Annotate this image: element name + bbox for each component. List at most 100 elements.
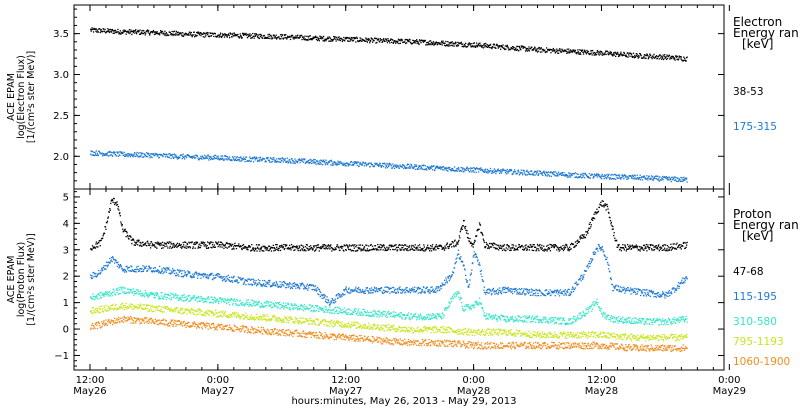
data-point — [205, 156, 207, 158]
data-point — [467, 286, 469, 288]
data-point — [676, 242, 678, 244]
data-point — [465, 167, 468, 169]
data-point — [476, 256, 478, 258]
data-point — [622, 175, 624, 177]
data-point — [130, 239, 132, 241]
data-point — [415, 164, 417, 166]
data-point — [381, 41, 383, 43]
data-point — [489, 44, 491, 46]
data-point — [237, 244, 239, 247]
data-point — [406, 287, 408, 289]
data-point — [327, 244, 330, 246]
data-point — [210, 273, 213, 275]
data-point — [552, 171, 554, 173]
data-point — [574, 241, 577, 243]
data-point — [258, 244, 261, 246]
data-point — [586, 175, 589, 177]
data-point — [626, 178, 628, 180]
data-point — [372, 39, 374, 41]
data-point — [448, 166, 450, 169]
data-point — [415, 40, 417, 42]
data-point — [469, 44, 471, 46]
data-point — [457, 168, 459, 170]
data-point — [624, 292, 626, 294]
data-point — [321, 297, 323, 299]
data-point — [206, 33, 208, 35]
data-point — [602, 249, 604, 251]
data-point — [158, 33, 160, 35]
data-point — [313, 289, 316, 291]
data-point — [476, 230, 478, 232]
data-point — [135, 268, 137, 271]
data-point — [554, 295, 556, 297]
data-point — [422, 40, 424, 42]
data-point — [596, 51, 598, 53]
data-point — [178, 243, 180, 245]
data-point — [337, 293, 340, 295]
data-point — [535, 249, 538, 251]
y-axis-label-line: ACE EPAM — [6, 73, 17, 121]
data-point — [396, 165, 399, 167]
data-point — [625, 54, 627, 56]
data-point — [282, 246, 284, 248]
data-point — [198, 272, 200, 274]
y-tick-label: 1 — [63, 298, 69, 309]
data-point — [665, 56, 667, 58]
data-point — [144, 32, 146, 34]
data-point — [517, 45, 519, 48]
data-point — [183, 156, 185, 158]
data-point — [664, 54, 666, 56]
data-point — [408, 246, 410, 248]
data-point — [298, 287, 300, 289]
data-point — [120, 221, 122, 223]
data-point — [433, 290, 436, 292]
data-point — [558, 290, 560, 292]
data-point — [204, 242, 206, 244]
data-point — [583, 234, 585, 236]
data-point — [412, 42, 414, 44]
data-point — [457, 241, 460, 243]
data-point — [286, 157, 288, 159]
data-point — [251, 37, 253, 39]
data-point — [448, 43, 450, 46]
data-point — [562, 290, 565, 292]
data-point — [473, 241, 475, 244]
data-point — [281, 34, 284, 36]
data-point — [606, 256, 608, 259]
data-point — [322, 244, 324, 246]
data-point — [200, 277, 202, 279]
data-point — [172, 34, 174, 37]
data-point — [544, 290, 546, 292]
data-point — [430, 44, 432, 46]
data-point — [93, 154, 96, 157]
data-point — [348, 163, 350, 165]
data-point — [502, 44, 504, 46]
data-point — [324, 296, 326, 298]
data-point — [410, 42, 412, 44]
data-point — [280, 284, 282, 286]
data-point — [400, 249, 402, 251]
data-point — [464, 269, 466, 271]
data-point — [370, 244, 372, 246]
data-point — [269, 37, 271, 40]
data-point — [254, 34, 257, 37]
data-point — [162, 33, 164, 35]
data-point — [345, 287, 347, 290]
data-point — [438, 244, 440, 246]
data-point — [445, 279, 448, 281]
data-point — [484, 169, 486, 171]
data-point — [478, 42, 480, 45]
data-point — [296, 37, 298, 39]
data-point — [151, 270, 153, 272]
data-point — [312, 249, 314, 251]
data-point — [399, 289, 401, 291]
data-point — [134, 271, 136, 273]
data-point — [359, 244, 362, 246]
data-point — [536, 171, 538, 174]
data-point — [126, 232, 128, 234]
data-point — [644, 54, 647, 56]
data-point — [495, 292, 497, 294]
data-point — [266, 283, 268, 285]
data-point — [256, 34, 258, 36]
data-point — [336, 38, 339, 40]
